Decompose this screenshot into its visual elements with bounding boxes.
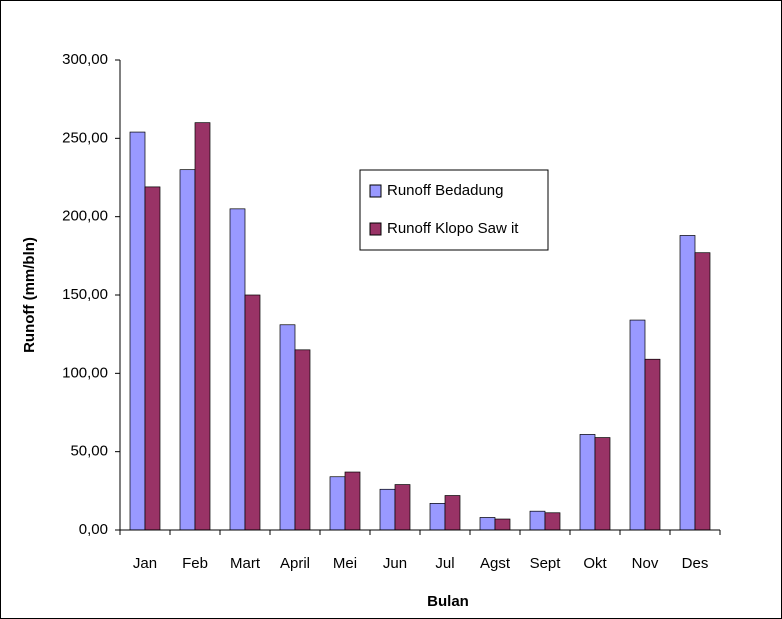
x-axis-title: Bulan xyxy=(427,593,469,610)
y-tick-label: 0,00 xyxy=(79,521,108,538)
bar xyxy=(644,358,661,531)
x-tick-label: Agst xyxy=(480,555,511,572)
x-tick-label: Jun xyxy=(383,555,407,572)
legend-swatch xyxy=(369,222,382,236)
bar xyxy=(694,252,711,531)
bar xyxy=(629,319,646,531)
bar xyxy=(529,510,546,531)
legend-label: Runoff Klopo Saw it xyxy=(387,220,519,237)
bar xyxy=(679,235,696,531)
y-axis-title: Runoff (mm/bln) xyxy=(21,237,38,353)
bar xyxy=(594,437,611,531)
bar xyxy=(144,186,161,531)
bar xyxy=(329,476,346,531)
bar xyxy=(429,503,446,531)
bar xyxy=(444,495,461,531)
x-tick-label: Okt xyxy=(583,555,607,572)
bar xyxy=(294,349,311,531)
bar xyxy=(494,518,511,531)
y-tick-label: 150,00 xyxy=(62,286,108,303)
bar xyxy=(479,517,496,531)
bar xyxy=(194,122,211,531)
x-tick-label: April xyxy=(280,555,310,572)
y-tick-label: 100,00 xyxy=(62,364,108,381)
bar xyxy=(579,434,596,531)
x-tick-label: Feb xyxy=(182,555,208,572)
x-tick-label: Sept xyxy=(530,555,562,572)
bar xyxy=(244,294,261,531)
bar xyxy=(379,488,396,531)
x-tick-label: Jan xyxy=(133,555,157,572)
y-tick-label: 250,00 xyxy=(62,129,108,146)
bar xyxy=(129,131,146,531)
y-tick-label: 300,00 xyxy=(62,51,108,68)
bar xyxy=(279,324,296,531)
bar xyxy=(394,484,411,531)
legend-swatch xyxy=(369,184,382,198)
legend: Runoff Bedadung Runoff Klopo Saw it xyxy=(359,169,549,251)
legend-label: Runoff Bedadung xyxy=(387,182,504,199)
x-tick-label: Mart xyxy=(230,555,261,572)
x-tick-label: Mei xyxy=(333,555,357,572)
bar xyxy=(179,169,196,531)
y-tick-label: 200,00 xyxy=(62,208,108,225)
y-tick-label: 50,00 xyxy=(70,443,108,460)
x-tick-label: Nov xyxy=(632,555,659,572)
x-tick-label: Des xyxy=(682,555,709,572)
bar xyxy=(344,471,361,531)
x-tick-label: Jul xyxy=(435,555,454,572)
bar xyxy=(544,512,561,531)
bar xyxy=(229,208,246,531)
